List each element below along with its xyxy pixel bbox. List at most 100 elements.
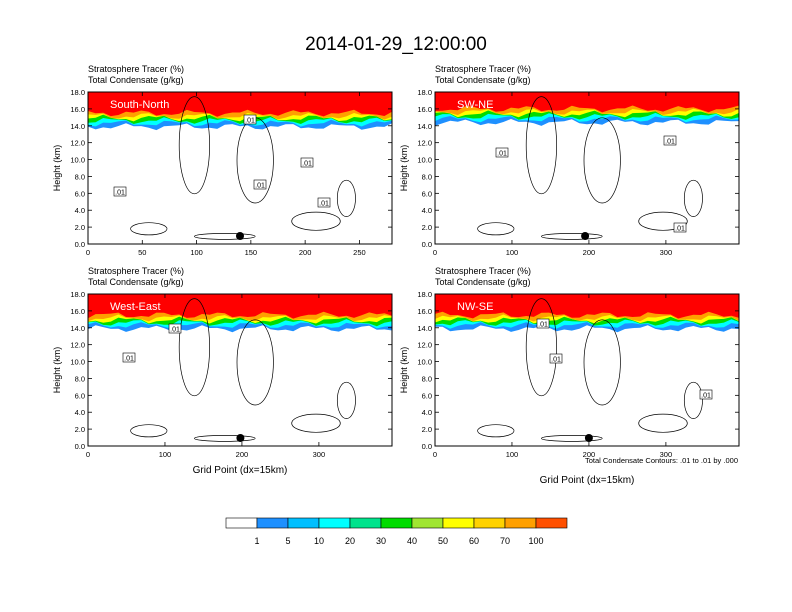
condensate-contour — [541, 233, 603, 240]
plot-frame — [87, 91, 393, 245]
panel-label: NW-SE — [457, 301, 493, 313]
y-tick-label: 6.0 — [75, 189, 85, 198]
y-tick-label: 12.0 — [70, 341, 85, 350]
y-tick-label: 0.0 — [422, 240, 432, 249]
contour-label: .01 — [255, 183, 265, 190]
condensate-contour — [236, 319, 274, 406]
y-tick-label: 14.0 — [70, 122, 85, 131]
colorbar-label: 5 — [285, 536, 290, 546]
tracer-fill — [435, 294, 739, 333]
y-tick-label: 8.0 — [75, 172, 85, 181]
colorbar-label: 60 — [469, 536, 479, 546]
colorbar-swatch — [473, 517, 506, 529]
location-marker — [581, 232, 590, 240]
x-tick-label: 250 — [353, 248, 366, 257]
panel-west-east: .01 .01 West-East Stratosphere Tracer (%)To… — [52, 266, 393, 476]
x-tick-label: 100 — [190, 248, 203, 257]
contour-label: .01 — [115, 190, 125, 197]
panel-title-line2: Total Condensate (g/kg) — [88, 75, 184, 85]
y-tick-label: 18.0 — [417, 290, 432, 299]
x-tick-label: 300 — [660, 248, 673, 257]
contour-label-box — [300, 157, 314, 168]
y-tick-label: 12.0 — [70, 139, 85, 148]
y-tick-label: 10.0 — [70, 358, 85, 367]
y-axis-label: Height (km) — [52, 145, 62, 192]
contour-note: Total Condensate Contours: .01 to .01 by… — [585, 456, 738, 465]
contour-label-box — [663, 135, 677, 146]
contour-label-box — [243, 114, 257, 125]
x-tick-label: 100 — [506, 248, 519, 257]
condensate-contour — [477, 222, 515, 236]
y-tick-label: 0.0 — [75, 442, 85, 451]
location-marker — [236, 434, 245, 442]
colorbar-swatch — [442, 517, 475, 529]
tracer-band — [88, 294, 392, 319]
y-tick-label: 16.0 — [417, 105, 432, 114]
y-tick-label: 0.0 — [422, 442, 432, 451]
condensate-contour — [683, 179, 703, 217]
y-tick-label: 18.0 — [70, 290, 85, 299]
x-tick-label: 100 — [506, 450, 519, 459]
colorbar-label: 10 — [314, 536, 324, 546]
tracer-fill — [88, 92, 392, 131]
contour-label: .01 — [701, 393, 711, 400]
location-marker — [236, 232, 244, 240]
y-tick-label: 8.0 — [75, 374, 85, 383]
y-tick-label: 4.0 — [422, 408, 432, 417]
contour-label: .01 — [551, 357, 561, 364]
panel-south-north: .01 .01 .01 .01 .01 South-North Stratosphere T… — [52, 64, 393, 257]
colorbar-label: 100 — [528, 536, 543, 546]
panel-title-line1: Stratosphere Tracer (%) — [88, 64, 184, 74]
contour-label-box — [168, 323, 182, 334]
condensate-contours — [477, 298, 703, 442]
plot-frame — [434, 293, 740, 447]
figure-title: 2014-01-29_12:00:00 — [305, 34, 487, 55]
condensate-contour — [130, 222, 168, 236]
plot-frame — [87, 293, 393, 447]
contour-label-box — [699, 389, 713, 400]
condensate-contour — [525, 96, 557, 195]
y-tick-label: 10.0 — [417, 358, 432, 367]
panel-title-line1: Stratosphere Tracer (%) — [435, 266, 531, 276]
panel-title-line1: Stratosphere Tracer (%) — [435, 64, 531, 74]
condensate-contour — [541, 435, 603, 442]
condensate-contour — [583, 117, 621, 204]
contour-label-box — [113, 186, 127, 197]
x-tick-label: 100 — [159, 450, 172, 459]
contour-label: .01 — [245, 118, 255, 125]
x-axis-label: Grid Point (dx=15km) — [540, 475, 635, 486]
colorbar-label: 50 — [438, 536, 448, 546]
colorbar-swatch — [411, 517, 444, 529]
panel-sw-ne: .01 .01 .01 SW-NE Stratosphere Tracer (%)Tot… — [399, 64, 740, 257]
contour-label-box — [536, 318, 550, 329]
colorbar-label: 70 — [500, 536, 510, 546]
condensate-contour — [194, 435, 256, 442]
panel-label: West-East — [110, 301, 161, 313]
x-tick-label: 200 — [583, 248, 596, 257]
condensate-contour — [477, 424, 515, 438]
contour-label: .01 — [497, 151, 507, 158]
colorbar: 1 5 10 20 30 40 50 60 70 100 — [225, 517, 568, 546]
x-tick-label: 150 — [245, 248, 258, 257]
y-tick-label: 8.0 — [422, 172, 432, 181]
condensate-contour — [336, 179, 356, 217]
condensate-contour — [638, 413, 688, 433]
y-tick-label: 2.0 — [75, 223, 85, 232]
condensate-contour — [130, 424, 168, 438]
y-tick-label: 2.0 — [75, 425, 85, 434]
x-tick-label: 0 — [86, 248, 90, 257]
tracer-band — [88, 92, 392, 117]
condensate-contour — [336, 381, 356, 419]
x-tick-label: 200 — [236, 450, 249, 459]
y-tick-label: 0.0 — [75, 240, 85, 249]
y-tick-label: 6.0 — [422, 189, 432, 198]
y-tick-label: 14.0 — [417, 122, 432, 131]
condensate-contour — [683, 381, 703, 419]
condensate-contour — [178, 298, 210, 397]
colorbar-swatch — [504, 517, 537, 529]
panel-title-line2: Total Condensate (g/kg) — [435, 277, 531, 287]
condensate-contour — [525, 298, 557, 397]
panel-title-line2: Total Condensate (g/kg) — [435, 75, 531, 85]
colorbar-label: 40 — [407, 536, 417, 546]
